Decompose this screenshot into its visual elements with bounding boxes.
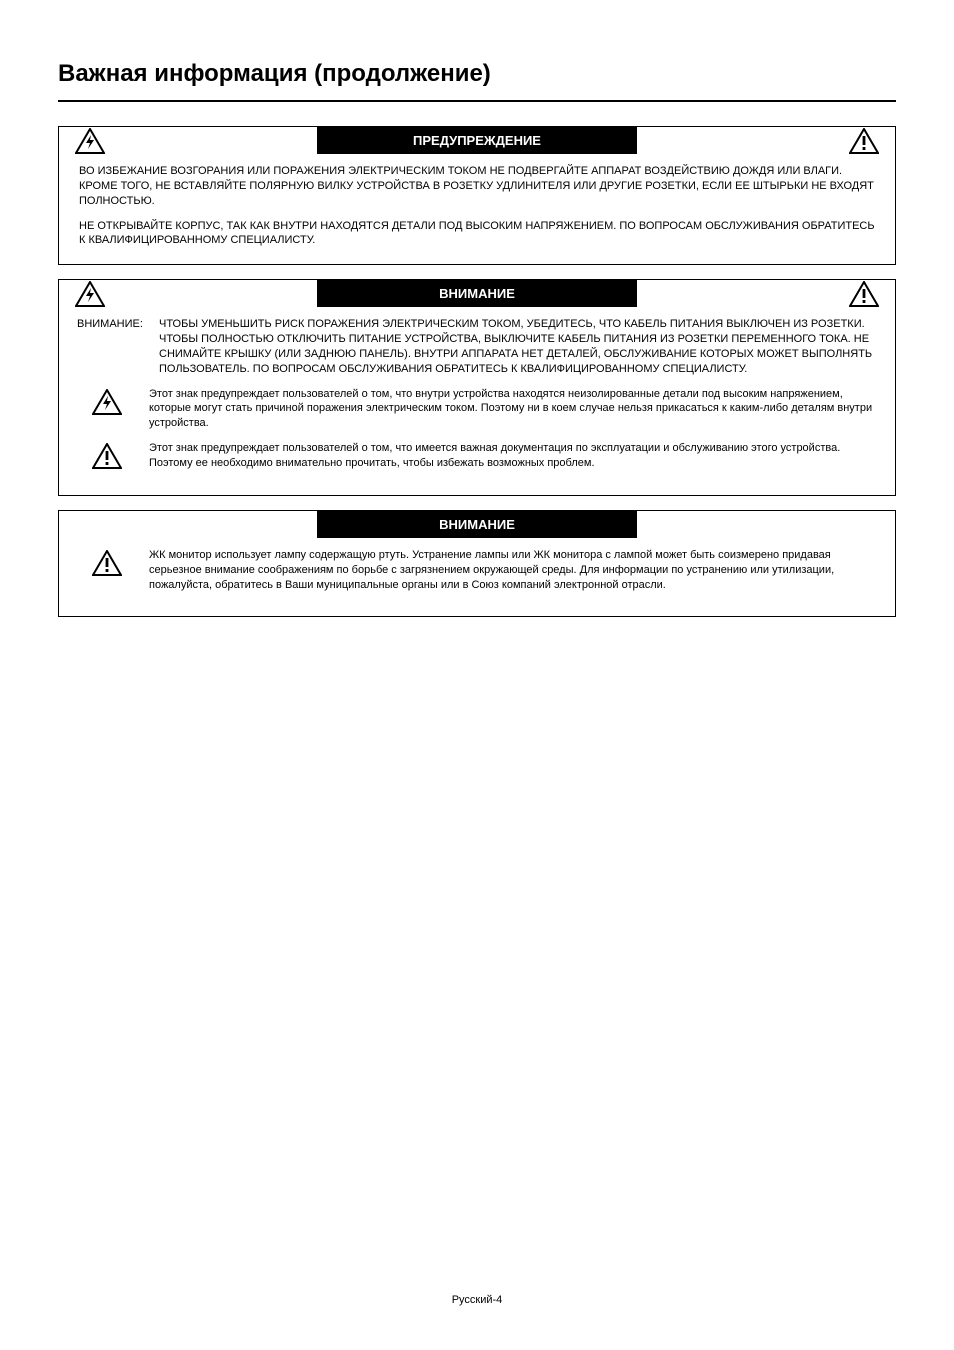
caution-box: ВНИМАНИЕ ВНИМАНИЕ: ЧТОБЫ УМЕНЬШИТЬ РИСК … [58,279,896,496]
caution-prefix: ВНИМАНИЕ: [77,317,147,332]
caution-icon [847,281,881,307]
caution-icon [90,443,124,469]
lamp-row: ЖК монитор использует лампу содержащую р… [77,548,877,593]
warning-box: ПРЕДУПРЕЖДЕНИЕ ВО ИЗБЕЖАНИЕ ВОЗГОРАНИЯ И… [58,126,896,265]
page-title: Важная информация (продолжение) [58,60,896,88]
caution-label: ВНИМАНИЕ [317,280,637,307]
caution-label: ВНИМАНИЕ [317,511,637,538]
warning-paragraph: ВО ИЗБЕЖАНИЕ ВОЗГОРАНИЯ ИЛИ ПОРАЖЕНИЯ ЭЛ… [79,164,875,209]
caution-icon [847,128,881,154]
caution-main-text: ЧТОБЫ УМЕНЬШИТЬ РИСК ПОРАЖЕНИЯ ЭЛЕКТРИЧЕ… [159,317,877,376]
lamp-text: ЖК монитор использует лампу содержащую р… [149,548,877,593]
caution-shock-text: Этот знак предупреждает пользователей о … [149,387,877,432]
caution-shock-row: Этот знак предупреждает пользователей о … [77,387,877,432]
caution-doc-row: Этот знак предупреждает пользователей о … [77,441,877,471]
title-divider [58,100,896,102]
page-footer: Русский-4 [0,1294,954,1306]
caution-doc-text: Этот знак предупреждает пользователей о … [149,441,877,471]
caution-main-row: ВНИМАНИЕ: ЧТОБЫ УМЕНЬШИТЬ РИСК ПОРАЖЕНИЯ… [77,317,877,376]
shock-hazard-icon [90,389,124,415]
warning-label: ПРЕДУПРЕЖДЕНИЕ [317,127,637,154]
shock-hazard-icon [73,128,107,154]
warning-paragraph: НЕ ОТКРЫВАЙТЕ КОРПУС, ТАК КАК ВНУТРИ НАХ… [79,219,875,249]
caution-icon [90,550,124,576]
lamp-caution-box: ВНИМАНИЕ ЖК монитор использует лампу сод… [58,510,896,618]
shock-hazard-icon [73,281,107,307]
